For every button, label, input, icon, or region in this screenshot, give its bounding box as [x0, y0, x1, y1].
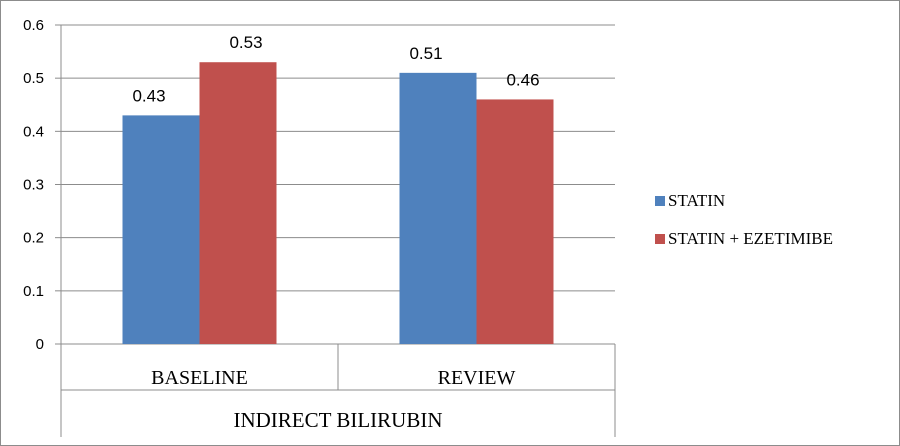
category-label: BASELINE: [151, 367, 248, 389]
axes: 0 0.1 0.2 0.3 0.4 0.5 0.6: [23, 17, 616, 437]
category-label: REVIEW: [438, 367, 516, 389]
y-tick-label: 0.3: [23, 177, 44, 194]
group-axis-label: INDIRECT BILIRUBIN: [233, 408, 442, 432]
data-label: 0.53: [229, 33, 262, 52]
y-tick-label: 0.5: [23, 70, 44, 87]
data-label: 0.51: [409, 44, 442, 63]
legend-swatch: [655, 196, 665, 206]
y-tick-label: 0: [36, 336, 44, 353]
data-labels: 0.43 0.53 0.51 0.46: [132, 33, 539, 105]
bar: [476, 99, 554, 344]
y-tick-label: 0.4: [23, 123, 44, 140]
y-tick-label: 0.1: [23, 283, 44, 300]
legend: STATIN STATIN + EZETIMIBE: [655, 191, 833, 248]
category-axis: BASELINE REVIEW INDIRECT BILIRUBIN: [151, 367, 515, 432]
y-tick-label: 0.2: [23, 230, 44, 247]
legend-swatch: [655, 234, 665, 244]
bar: [399, 72, 477, 344]
legend-label: STATIN + EZETIMIBE: [668, 229, 833, 248]
y-tick-label: 0.6: [23, 17, 44, 34]
legend-label: STATIN: [668, 191, 725, 210]
bar: [199, 62, 277, 344]
bar: [122, 115, 200, 344]
data-label: 0.46: [506, 70, 539, 89]
bars: [122, 62, 554, 344]
data-label: 0.43: [132, 86, 165, 105]
